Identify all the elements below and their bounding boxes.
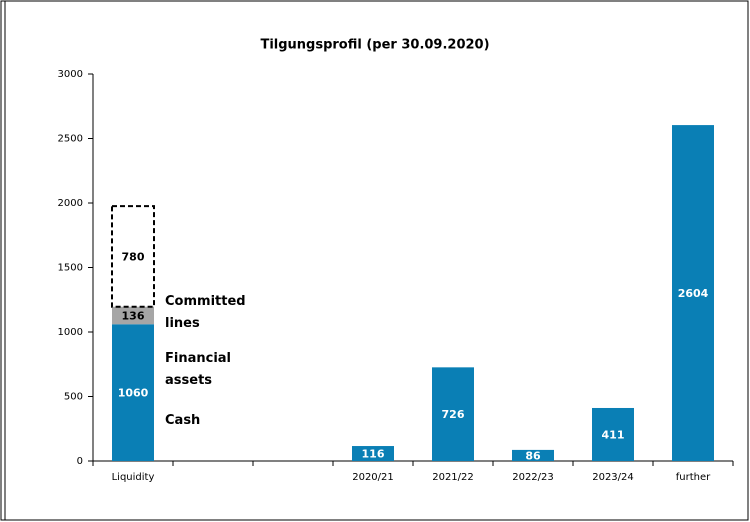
y-tick-label: 2000 [58, 198, 83, 209]
bar [432, 367, 474, 461]
bar [352, 446, 394, 461]
series-annotation: Financial assets [165, 351, 231, 388]
x-tick-label: 2023/24 [592, 472, 634, 483]
bar [112, 324, 154, 461]
bar [112, 306, 154, 325]
value-label: 116 [362, 448, 385, 461]
value-label: 726 [442, 408, 465, 421]
series-annotation: Cash [165, 413, 200, 428]
series-annotation: Committed lines [165, 294, 246, 331]
value-label: 86 [525, 449, 541, 462]
x-tick-label: 2020/21 [352, 472, 394, 483]
x-tick-label: 2021/22 [432, 472, 474, 483]
chart-title: Tilgungsprofil (per 30.09.2020) [260, 38, 489, 53]
y-tick-label: 0 [77, 456, 83, 467]
bar [672, 125, 714, 462]
y-tick-label: 1000 [58, 327, 83, 338]
value-label: 411 [602, 428, 625, 441]
y-tick-label: 2500 [58, 134, 83, 145]
value-label: 780 [122, 250, 145, 263]
x-tick-label: Liquidity [112, 472, 155, 483]
value-label: 136 [122, 309, 145, 322]
y-tick-label: 500 [64, 392, 83, 403]
value-label: 2604 [678, 287, 709, 300]
bar [592, 407, 634, 461]
x-tick-label: 2022/23 [512, 472, 554, 483]
bar [512, 449, 554, 461]
value-label: 1060 [118, 387, 149, 400]
x-tick-label: further [676, 472, 711, 483]
bar [111, 205, 155, 308]
y-tick-label: 1500 [58, 263, 83, 274]
y-tick-label: 3000 [58, 69, 83, 80]
